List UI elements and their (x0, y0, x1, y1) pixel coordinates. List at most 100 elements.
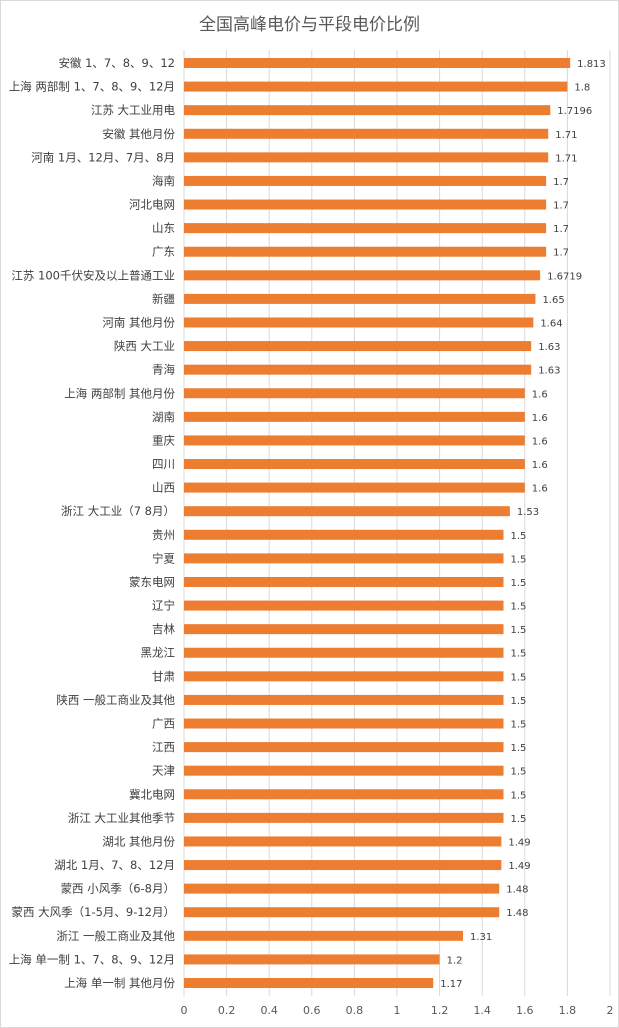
category-label: 河南 1月、12月、7月、8月 (31, 150, 175, 164)
data-label: 1.63 (538, 366, 560, 377)
bar (184, 624, 504, 635)
bar (184, 907, 500, 918)
bar (184, 317, 534, 328)
bar (184, 506, 510, 517)
x-tick-label: 1 (394, 1004, 401, 1017)
category-label: 湖北 其他月份 (102, 834, 175, 848)
data-label: 1.5 (511, 767, 527, 778)
bar (184, 128, 549, 139)
bar (184, 246, 547, 257)
bar (184, 435, 525, 446)
chart-title: 全国高峰电价与平段电价比例 (199, 15, 420, 35)
category-label: 江苏 大工业用电 (91, 103, 176, 117)
bar (184, 812, 504, 823)
category-label: 广西 (152, 717, 175, 731)
bar (184, 576, 504, 587)
bar (184, 694, 504, 705)
bar (184, 553, 504, 564)
data-label: 1.6 (532, 484, 548, 495)
data-label: 1.7 (553, 177, 569, 188)
data-label: 1.6 (532, 436, 548, 447)
data-label: 1.5 (511, 814, 527, 825)
bar (184, 175, 547, 186)
bar (184, 364, 532, 375)
bar (184, 199, 547, 210)
data-label: 1.6719 (547, 271, 582, 282)
category-label: 陕西 大工业 (114, 339, 175, 353)
bar (184, 836, 502, 847)
category-label: 青海 (152, 363, 175, 377)
data-label: 1.63 (538, 342, 560, 353)
data-label: 1.48 (506, 885, 528, 896)
bar (184, 742, 504, 753)
category-label: 山西 (152, 481, 175, 495)
data-label: 1.6 (532, 413, 548, 424)
bar (184, 930, 464, 941)
bar (184, 647, 504, 658)
bar (184, 459, 525, 470)
category-label: 江西 (152, 740, 175, 754)
bar (184, 860, 502, 871)
data-label: 1.65 (542, 295, 564, 306)
bar (184, 600, 504, 611)
bar (184, 978, 434, 988)
category-label: 山东 (152, 221, 175, 235)
category-label: 冀北电网 (129, 787, 175, 801)
data-label: 1.5 (511, 578, 527, 589)
data-label: 1.2 (447, 955, 463, 966)
bar (184, 529, 504, 540)
bar (184, 293, 536, 304)
bar (184, 718, 504, 729)
x-tick-label: 0.2 (218, 1004, 236, 1017)
category-label: 天津 (152, 764, 175, 778)
x-tick-label: 0.6 (303, 1004, 321, 1017)
category-label: 湖北 1月、7、8、12月 (54, 858, 175, 872)
data-label: 1.8 (574, 83, 590, 94)
category-label: 浙江 大工业（7 8月） (61, 504, 175, 518)
category-label: 湖南 (152, 410, 175, 424)
data-label: 1.71 (555, 130, 577, 141)
data-label: 1.813 (577, 59, 606, 70)
bar (184, 81, 568, 92)
data-label: 1.49 (508, 861, 530, 872)
data-label: 1.5 (511, 720, 527, 731)
bar (184, 223, 547, 234)
bar (184, 341, 532, 352)
data-label: 1.5 (511, 554, 527, 565)
category-label: 新疆 (152, 292, 175, 306)
category-label: 浙江 一般工商业及其他 (56, 929, 175, 943)
category-label: 广东 (152, 245, 175, 259)
data-label: 1.5 (511, 672, 527, 683)
x-tick-label: 0.4 (260, 1004, 278, 1017)
bar (184, 482, 525, 493)
x-tick-label: 2 (607, 1004, 614, 1017)
bar (184, 105, 551, 116)
bar (184, 152, 549, 163)
data-label: 1.49 (508, 837, 530, 848)
bar (184, 883, 500, 894)
data-label: 1.5 (511, 696, 527, 707)
bar (184, 954, 440, 965)
data-label: 1.17 (440, 979, 462, 990)
category-label: 河南 其他月份 (102, 315, 175, 329)
data-label: 1.5 (511, 649, 527, 660)
data-label: 1.5 (511, 531, 527, 542)
bar (184, 765, 504, 776)
category-label: 上海 单一制 1、7、8、9、12月 (9, 952, 175, 966)
x-tick-label: 1.4 (473, 1004, 491, 1017)
category-label: 甘肃 (152, 669, 175, 683)
category-label: 四川 (152, 457, 175, 471)
category-label: 贵州 (152, 528, 175, 542)
category-label: 蒙西 大风季（1-5月、9-12月） (11, 905, 175, 919)
data-label: 1.64 (540, 318, 562, 329)
bar (184, 789, 504, 800)
category-label: 江苏 100千伏安及以上普通工业 (11, 268, 175, 282)
data-label: 1.6 (532, 460, 548, 471)
data-label: 1.7 (553, 201, 569, 212)
category-label: 海南 (152, 174, 175, 188)
category-label: 安徽 其他月份 (102, 127, 175, 141)
x-tick-label: 0.8 (346, 1004, 364, 1017)
category-label: 重庆 (152, 433, 175, 447)
data-label: 1.7196 (557, 106, 592, 117)
